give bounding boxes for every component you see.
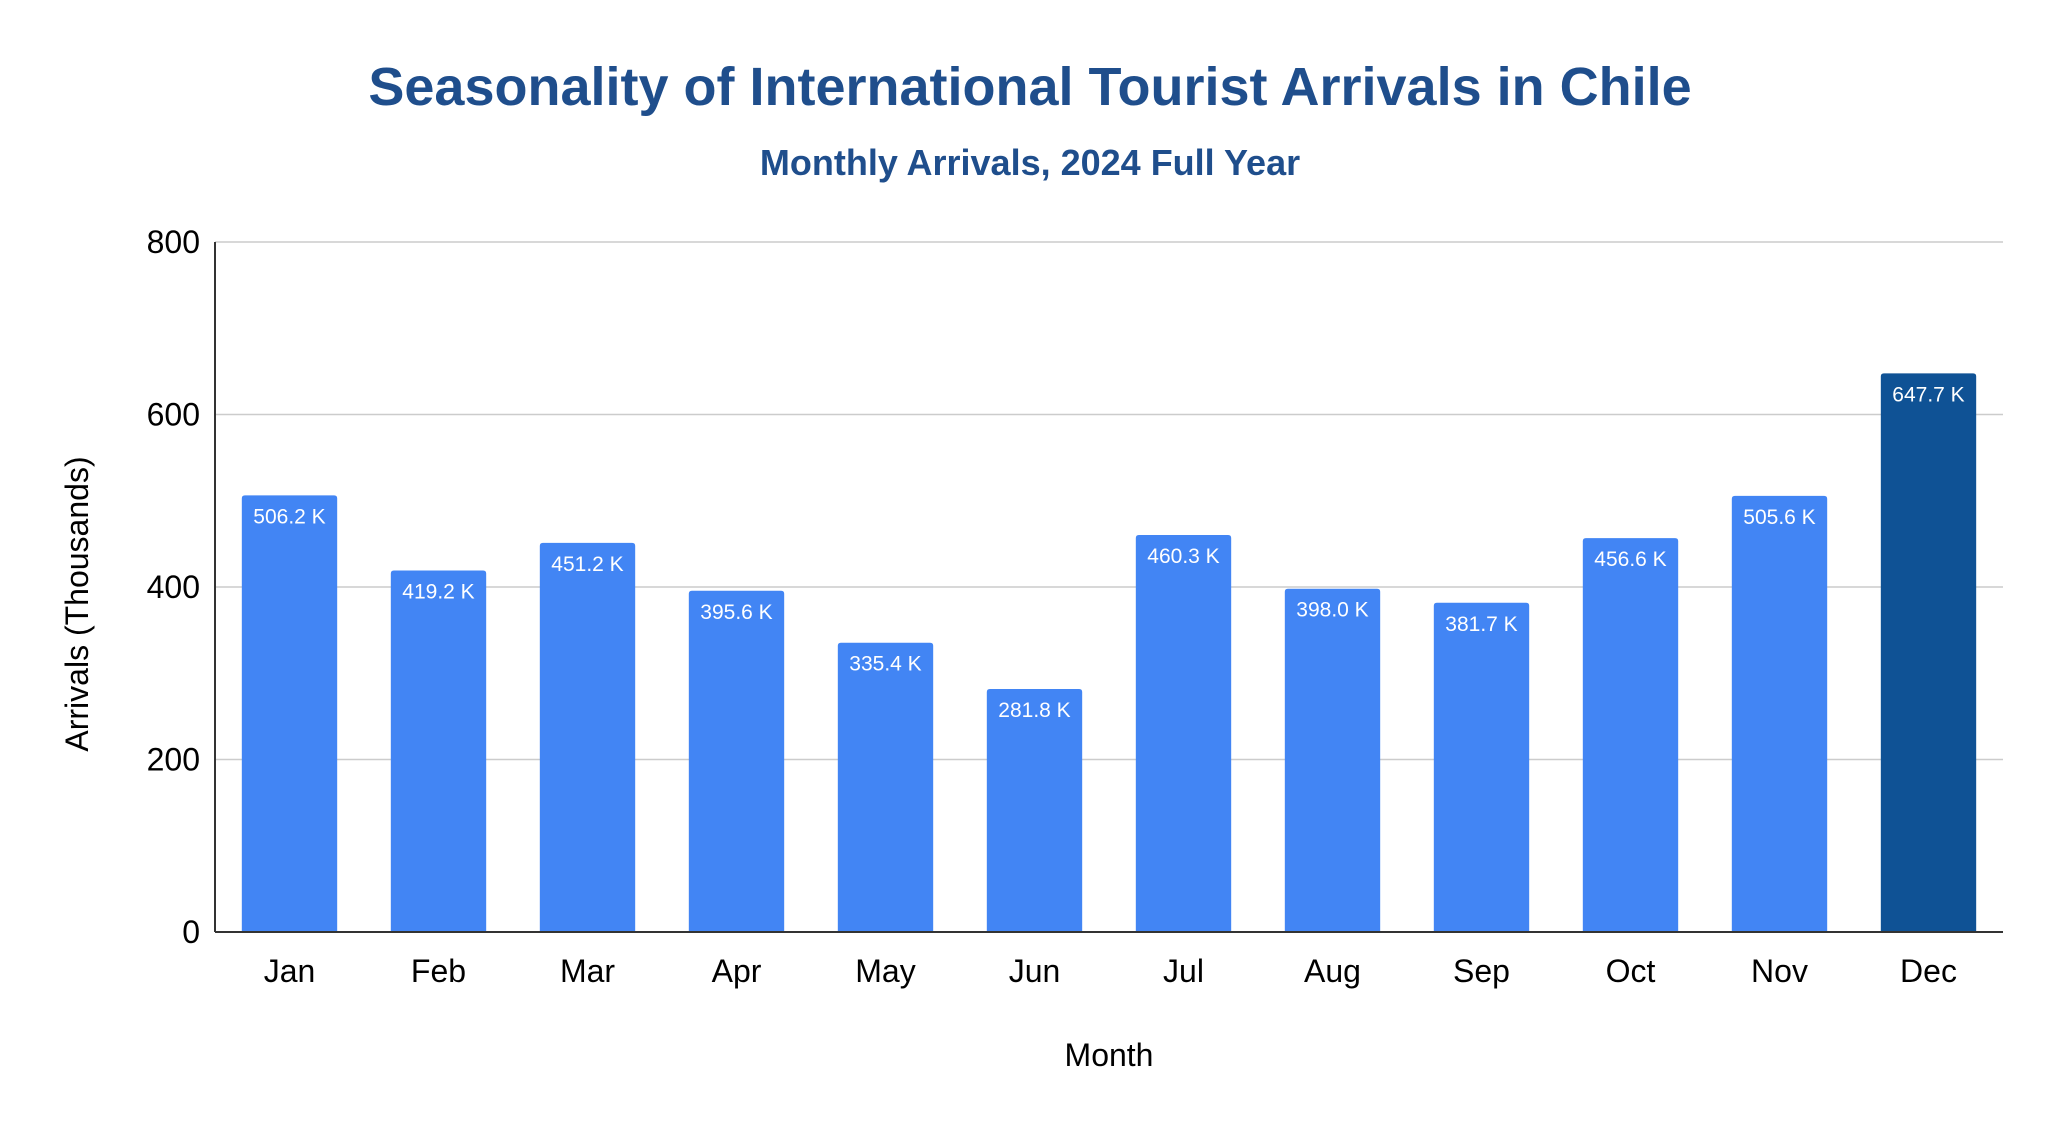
- bar-jan: [241, 495, 338, 932]
- bar-nov: [1731, 495, 1828, 932]
- data-label-sep: 381.7 K: [1445, 613, 1517, 636]
- data-label-oct: 456.6 K: [1594, 548, 1666, 571]
- bar-apr: [688, 590, 785, 932]
- chart-title: Seasonality of International Tourist Arr…: [368, 57, 1691, 117]
- y-axis-title: Arrivals (Thousands): [59, 456, 95, 751]
- chart-subtitle: Monthly Arrivals, 2024 Full Year: [760, 142, 1300, 183]
- data-label-nov: 505.6 K: [1743, 506, 1815, 529]
- x-tick-label-oct: Oct: [1606, 953, 1656, 989]
- bar-may: [837, 642, 934, 932]
- bar-sep: [1433, 602, 1530, 932]
- data-label-jul: 460.3 K: [1147, 545, 1219, 568]
- y-tick-label: 400: [147, 569, 200, 605]
- x-tick-label-jan: Jan: [264, 953, 316, 989]
- y-tick-label: 0: [182, 914, 200, 950]
- bar-data-labels: 506.2 K 419.2 K 451.2 K 395.6 K 335.4 K 281.8…: [253, 383, 1964, 722]
- bar-dec: [1880, 373, 1977, 932]
- y-tick-label: 200: [147, 742, 200, 778]
- bar-jul: [1135, 534, 1232, 932]
- x-axis-ticks: Jan Feb Mar Apr May Jun Jul Aug Sep Oct Nov Dec: [264, 953, 1957, 989]
- data-label-apr: 395.6 K: [700, 601, 772, 624]
- x-tick-label-apr: Apr: [712, 953, 762, 989]
- gridlines: [215, 241, 2003, 761]
- data-label-may: 335.4 K: [849, 653, 921, 676]
- data-label-jan: 506.2 K: [253, 505, 325, 528]
- data-label-dec: 647.7 K: [1892, 383, 1964, 406]
- data-label-mar: 451.2 K: [551, 553, 623, 576]
- bar-mar: [539, 542, 636, 932]
- bar-oct: [1582, 538, 1679, 932]
- data-label-jun: 281.8 K: [998, 699, 1070, 722]
- x-tick-label-sep: Sep: [1453, 953, 1510, 989]
- x-tick-label-may: May: [855, 953, 915, 989]
- bar-aug: [1284, 588, 1381, 932]
- bar-feb: [390, 570, 487, 932]
- x-tick-label-aug: Aug: [1304, 953, 1361, 989]
- y-axis-ticks: 0 200 400 600 800: [147, 224, 200, 950]
- bar-jun: [986, 688, 1083, 932]
- data-label-feb: 419.2 K: [402, 580, 474, 603]
- bars: [241, 373, 1977, 932]
- data-label-aug: 398.0 K: [1296, 599, 1368, 622]
- x-tick-label-mar: Mar: [560, 953, 615, 989]
- x-tick-label-jul: Jul: [1163, 953, 1204, 989]
- x-tick-label-dec: Dec: [1900, 953, 1957, 989]
- y-tick-label: 600: [147, 397, 200, 433]
- x-tick-label-feb: Feb: [411, 953, 466, 989]
- x-axis-title: Month: [1065, 1037, 1154, 1073]
- y-tick-label: 800: [147, 224, 200, 260]
- x-tick-label-jun: Jun: [1009, 953, 1061, 989]
- x-tick-label-nov: Nov: [1751, 953, 1808, 989]
